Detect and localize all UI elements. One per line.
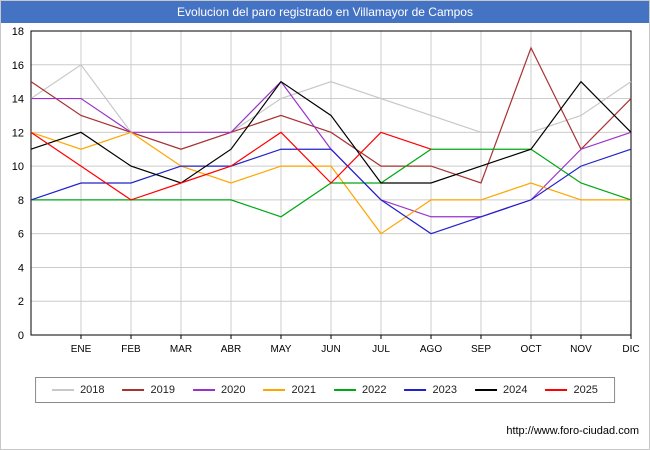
series-line-2023 <box>30 148 632 235</box>
legend-swatch-2024 <box>474 389 497 391</box>
x-axis-month-label: MAY <box>271 344 292 355</box>
legend-item-2021: 2021 <box>263 384 316 396</box>
legend-label-2021: 2021 <box>291 384 316 396</box>
legend-swatch-2021 <box>263 389 286 391</box>
legend-label-2019: 2019 <box>150 384 176 396</box>
line-chart: 0 2 4 6 8 10 12 14 16 18 ENE FEB MAR ABR MAY JUN JUL AGO S… <box>12 26 640 355</box>
plot-border <box>30 30 632 336</box>
legend-item-2019: 2019 <box>122 384 176 396</box>
series-line-2024 <box>30 80 632 184</box>
y-axis-tick-label: 18 <box>12 26 24 38</box>
legend-label-2022: 2022 <box>362 384 387 396</box>
legend-item-2018: 2018 <box>52 384 105 396</box>
legend: 2018 2019 2020 2021 2022 2023 2024 2025 <box>35 377 615 403</box>
x-axis-month-label: DIC <box>622 344 639 355</box>
x-axis-month-label: NOV <box>570 344 592 355</box>
legend-label-2025: 2025 <box>573 384 598 396</box>
legend-item-2020: 2020 <box>193 384 246 396</box>
legend-label-2023: 2023 <box>432 384 457 396</box>
x-axis-month-label: AGO <box>420 344 442 355</box>
y-axis-tick-label: 12 <box>12 127 24 139</box>
y-axis-tick-label: 16 <box>12 60 24 72</box>
x-axis-month-label: FEB <box>121 344 141 355</box>
legend-item-2022: 2022 <box>334 384 386 396</box>
legend-label-2024: 2024 <box>502 384 528 396</box>
legend-swatch-2019 <box>122 389 145 391</box>
x-axis-month-label: SEP <box>471 344 491 355</box>
y-axis-tick-label: 6 <box>18 229 24 241</box>
y-axis-tick-label: 10 <box>12 161 24 173</box>
legend-swatch-2018 <box>52 389 75 391</box>
legend-label-2018: 2018 <box>80 384 105 396</box>
legend-swatch-2022 <box>334 389 356 391</box>
chart-title: Evolucion del paro registrado en Villama… <box>177 5 473 19</box>
y-axis-tick-label: 0 <box>18 330 24 342</box>
legend-item-2024: 2024 <box>474 384 528 396</box>
title-bar: Evolucion del paro registrado en Villama… <box>1 1 649 23</box>
legend-swatch-2025 <box>545 389 568 391</box>
legend-item-2023: 2023 <box>404 384 457 396</box>
legend-swatch-2020 <box>193 389 216 391</box>
legend-swatch-2023 <box>404 389 427 391</box>
y-axis-tick-label: 2 <box>18 296 24 308</box>
y-axis-tick-label: 14 <box>12 94 24 106</box>
x-axis-month-label: MAR <box>170 344 192 355</box>
x-axis-month-label: ABR <box>221 344 242 355</box>
series-line-2021 <box>30 131 631 235</box>
x-axis-month-label: OCT <box>520 344 541 355</box>
x-axis-month-label: ENE <box>71 344 92 355</box>
y-axis-tick-label: 4 <box>18 262 24 274</box>
legend-label-2020: 2020 <box>221 384 246 396</box>
legend-item-2025: 2025 <box>545 384 598 396</box>
series-line-2025 <box>30 131 432 201</box>
x-axis-month-label: JUL <box>372 344 390 355</box>
chart-area: 0 2 4 6 8 10 12 14 16 18 ENE FEB MAR ABR MAY JUN JUL AGO S… <box>1 23 649 373</box>
footer-url[interactable]: http://www.foro-ciudad.com <box>506 425 639 437</box>
x-axis-month-label: JUN <box>321 344 340 355</box>
y-axis-tick-label: 8 <box>18 195 24 207</box>
